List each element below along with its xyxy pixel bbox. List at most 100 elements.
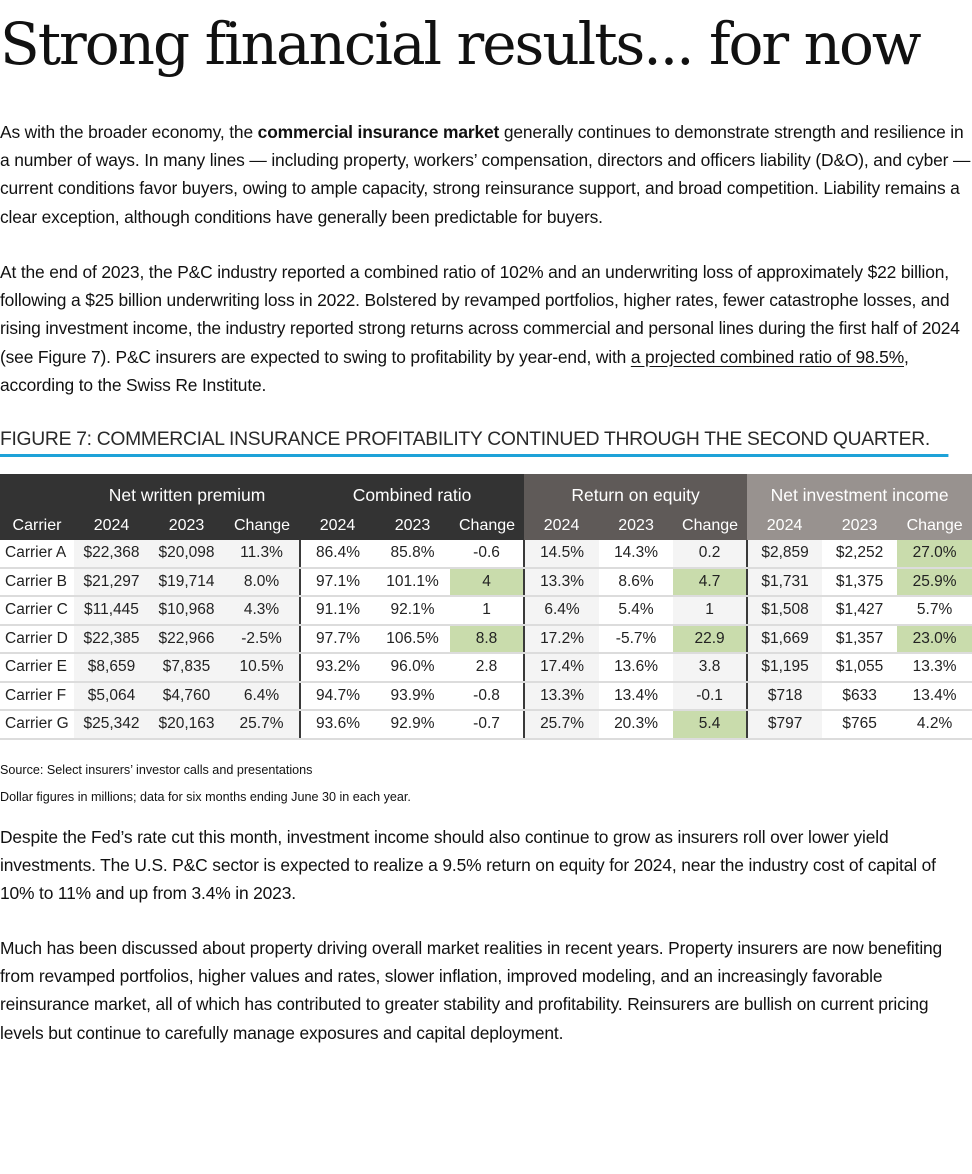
cell-cr-2024: 91.1%: [300, 596, 376, 626]
cell-cr-2024: 86.4%: [300, 540, 376, 569]
cell-cr-2023: 85.8%: [375, 540, 451, 569]
col-header-nwp-2024: 2024: [74, 512, 149, 540]
cell-nwp-change: 8.0%: [224, 567, 302, 597]
col-header-nii-2024: 2024: [747, 512, 823, 540]
cell-nii-2024: $1,731: [747, 567, 823, 597]
group-header-net-investment-income: Net investment income: [747, 474, 972, 512]
cell-nwp-2023: $7,835: [149, 653, 224, 683]
col-header-nwp-change: Change: [224, 512, 301, 540]
cell-cr-2023: 106.5%: [375, 624, 451, 654]
cell-nii-change: 27.0%: [897, 540, 972, 569]
cell-roe-2023: 5.4%: [599, 596, 674, 626]
cell-cr-2023: 101.1%: [375, 567, 451, 597]
table-row: Carrier E $8,659 $7,835 10.5% 93.2% 96.0…: [0, 653, 972, 683]
cell-cr-2023: 92.1%: [375, 596, 451, 626]
group-header-row: Net written premium Combined ratio Retur…: [0, 474, 972, 512]
cell-carrier: Carrier A: [0, 540, 74, 569]
cell-nii-change: 13.4%: [897, 681, 972, 711]
cell-cr-2024: 93.2%: [300, 653, 376, 683]
cell-nii-change: 23.0%: [897, 624, 972, 654]
cell-cr-2023: 92.9%: [375, 710, 451, 740]
column-header-row: Carrier 2024 2023 Change 2024 2023 Chang…: [0, 512, 972, 540]
cell-roe-2024: 6.4%: [524, 596, 600, 626]
col-header-cr-2024: 2024: [300, 512, 376, 540]
combined-ratio-link[interactable]: a projected combined ratio of 98.5%: [630, 346, 905, 367]
figure-title: FIGURE 7: COMMERCIAL INSURANCE PROFITABI…: [0, 425, 949, 457]
cell-nwp-change: 6.4%: [224, 681, 302, 711]
cell-carrier: Carrier E: [0, 653, 74, 683]
cell-nwp-2023: $19,714: [149, 567, 224, 597]
figure-source: Source: Select insurers’ investor calls …: [0, 763, 313, 777]
cell-nwp-change: 25.7%: [224, 710, 302, 740]
cell-roe-change: 22.9: [673, 624, 749, 654]
cell-nwp-change: 10.5%: [224, 653, 302, 683]
cell-cr-2024: 94.7%: [300, 681, 376, 711]
cell-nii-2023: $1,055: [822, 653, 898, 683]
page-title: Strong financial results... for now: [0, 10, 922, 78]
cell-roe-change: 4.7: [673, 567, 749, 597]
cell-nwp-change: -2.5%: [224, 624, 302, 654]
col-header-nii-change: Change: [897, 512, 972, 540]
profitability-table: Net written premium Combined ratio Retur…: [0, 474, 972, 740]
cell-cr-2024: 97.1%: [300, 567, 376, 597]
cell-roe-2024: 14.5%: [524, 540, 600, 569]
cell-roe-2023: 8.6%: [599, 567, 674, 597]
cell-nwp-2024: $11,445: [74, 596, 149, 626]
cell-roe-2023: 14.3%: [599, 540, 674, 569]
cell-roe-change: 5.4: [673, 710, 749, 740]
cell-nii-change: 4.2%: [897, 710, 972, 740]
cell-cr-2023: 96.0%: [375, 653, 451, 683]
intro-paragraph: As with the broader economy, the commerc…: [0, 118, 972, 231]
group-header-return-on-equity: Return on equity: [524, 474, 748, 512]
cell-nwp-2023: $20,163: [149, 710, 224, 740]
cell-cr-change: 8.8: [450, 624, 526, 654]
col-header-nii-2023: 2023: [822, 512, 898, 540]
cell-roe-2023: 13.6%: [599, 653, 674, 683]
table-row: Carrier G $25,342 $20,163 25.7% 93.6% 92…: [0, 710, 972, 740]
cell-nii-2023: $1,375: [822, 567, 898, 597]
cell-nwp-change: 11.3%: [224, 540, 302, 569]
property-market-paragraph: Much has been discussed about property d…: [0, 938, 943, 1043]
commercial-insurance-market-emphasis: commercial insurance market: [257, 122, 500, 142]
cell-cr-change: 2.8: [450, 653, 526, 683]
cell-nii-2024: $718: [747, 681, 823, 711]
cell-nii-2024: $1,669: [747, 624, 823, 654]
col-header-cr-2023: 2023: [375, 512, 451, 540]
cell-nii-2024: $2,859: [747, 540, 823, 569]
cell-nii-2024: $797: [747, 710, 823, 740]
cell-roe-2023: 13.4%: [599, 681, 674, 711]
cell-nwp-2024: $8,659: [74, 653, 149, 683]
col-header-roe-2023: 2023: [599, 512, 674, 540]
cell-nii-change: 13.3%: [897, 653, 972, 683]
cell-roe-2023: 20.3%: [599, 710, 674, 740]
cell-nwp-2023: $10,968: [149, 596, 224, 626]
industry-text-end: , according to the Swiss Re Institute.: [0, 346, 909, 395]
cell-nwp-change: 4.3%: [224, 596, 302, 626]
cell-roe-change: 0.2: [673, 540, 749, 569]
cell-nii-2023: $633: [822, 681, 898, 711]
cell-nii-2023: $765: [822, 710, 898, 740]
cell-nwp-2023: $20,098: [149, 540, 224, 569]
cell-nwp-2024: $21,297: [74, 567, 149, 597]
cell-roe-2024: 13.3%: [524, 681, 600, 711]
industry-results-paragraph: At the end of 2023, the P&C industry rep…: [0, 258, 972, 399]
cell-nii-2023: $1,427: [822, 596, 898, 626]
group-header-blank: [0, 474, 74, 512]
cell-nwp-2024: $25,342: [74, 710, 149, 740]
cell-nwp-2023: $22,966: [149, 624, 224, 654]
industry-text-start: At the end of 2023, the P&C industry rep…: [0, 262, 960, 367]
cell-nii-2024: $1,195: [747, 653, 823, 683]
table-row: Carrier A $22,368 $20,098 11.3% 86.4% 85…: [0, 540, 972, 569]
intro-text-start: As with the broader economy, the: [0, 122, 258, 142]
cell-nii-change: 25.9%: [897, 567, 972, 597]
cell-cr-change: -0.6: [450, 540, 526, 569]
cell-nii-2024: $1,508: [747, 596, 823, 626]
cell-roe-2024: 17.4%: [524, 653, 600, 683]
col-header-nwp-2023: 2023: [149, 512, 224, 540]
cell-nii-2023: $2,252: [822, 540, 898, 569]
cell-carrier: Carrier D: [0, 624, 74, 654]
cell-nwp-2024: $22,368: [74, 540, 149, 569]
cell-roe-2024: 13.3%: [524, 567, 600, 597]
cell-nwp-2023: $4,760: [149, 681, 224, 711]
cell-nii-2023: $1,357: [822, 624, 898, 654]
